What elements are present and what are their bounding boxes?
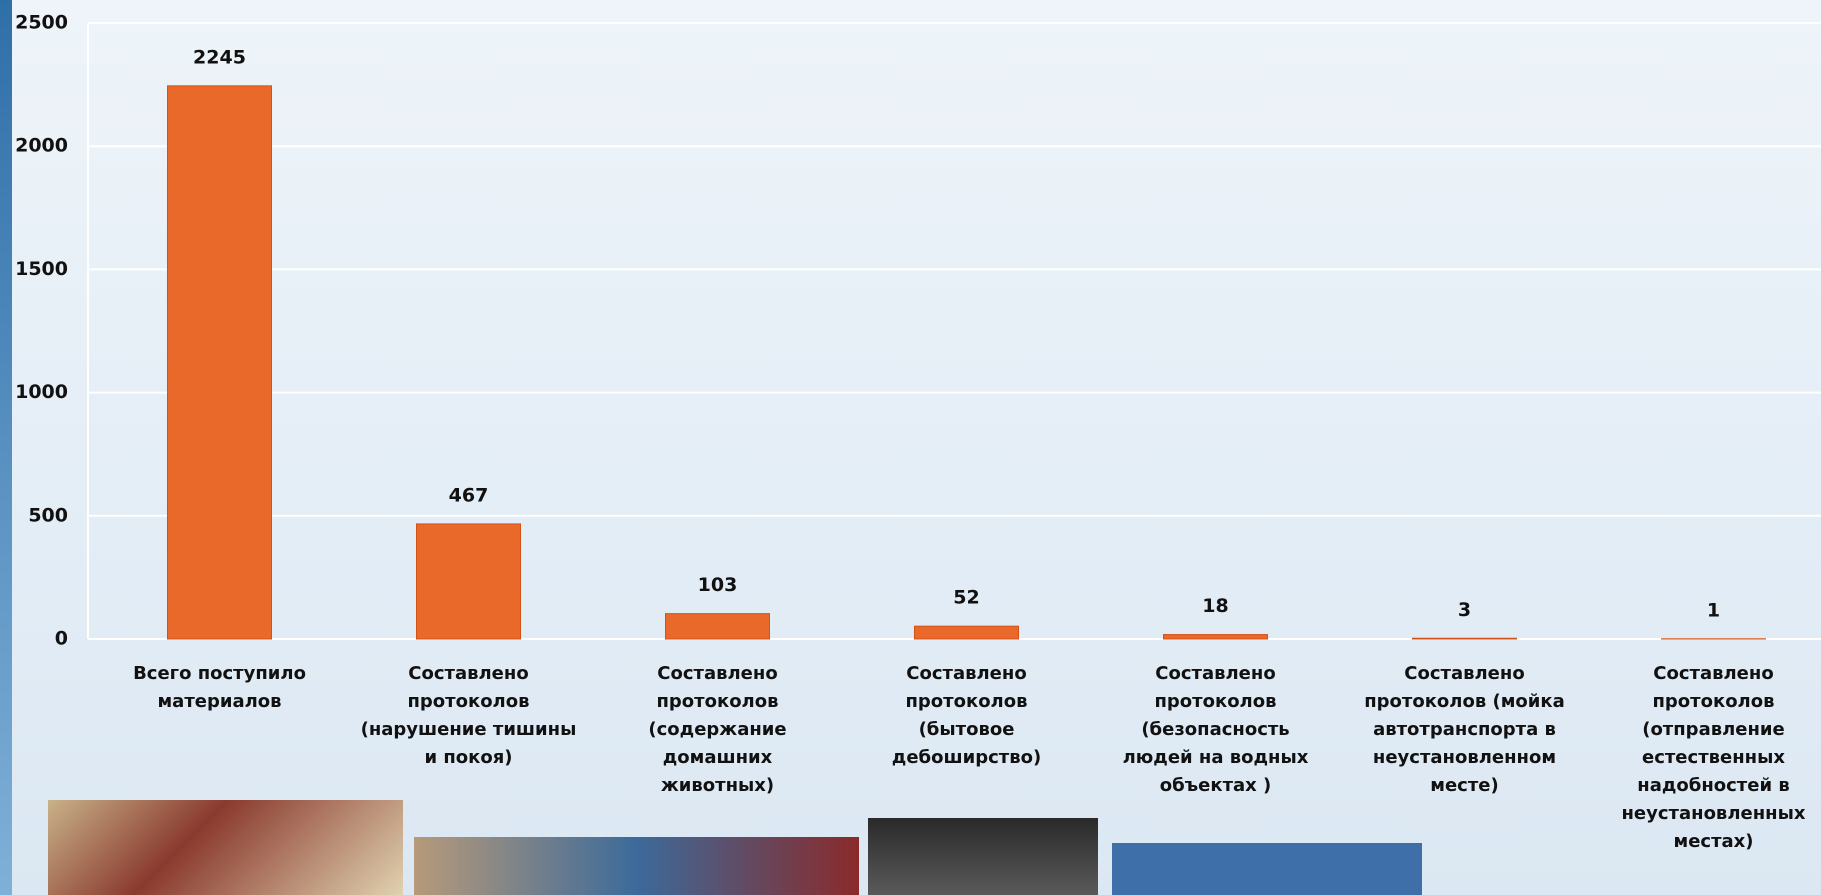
bar: [1163, 634, 1268, 640]
value-label: 2245: [193, 46, 246, 68]
x-tick-label: Составлено протоколов (содержание домашн…: [648, 663, 787, 796]
x-tick-label: Составлено протоколов (безопасность люде…: [1122, 663, 1309, 796]
x-tick-label: Составлено протоколов (мойка автотранспо…: [1364, 663, 1565, 796]
photo: [48, 800, 403, 895]
y-tick-label: 2500: [15, 12, 68, 34]
x-tick-label: Составлено протоколов (нарушение тишины …: [360, 663, 577, 768]
value-label: 3: [1458, 599, 1471, 621]
bar: [665, 613, 770, 640]
bar: [1412, 637, 1517, 640]
side-stripe: [0, 0, 12, 895]
x-tick-label: Составлено протоколов (отправление естес…: [1621, 663, 1806, 852]
bar: [914, 625, 1019, 640]
y-tick-label: 1500: [15, 258, 68, 280]
y-tick-label: 2000: [15, 135, 68, 157]
bar: [416, 523, 521, 640]
x-tick-label: Всего поступило материалов: [133, 663, 306, 712]
bar: [167, 85, 272, 640]
photo: [1112, 843, 1422, 895]
x-tick-label: Составлено протоколов (бытовое дебоширст…: [891, 663, 1042, 768]
photo: [414, 837, 859, 895]
value-label: 52: [953, 587, 979, 609]
y-tick-label: 0: [55, 628, 68, 650]
y-tick-label: 1000: [15, 381, 68, 403]
value-label: 18: [1202, 595, 1228, 617]
photo: [868, 818, 1098, 895]
value-label: 103: [698, 574, 738, 596]
y-tick-label: 500: [28, 504, 68, 526]
value-label: 1: [1707, 599, 1720, 621]
value-label: 467: [449, 484, 489, 506]
